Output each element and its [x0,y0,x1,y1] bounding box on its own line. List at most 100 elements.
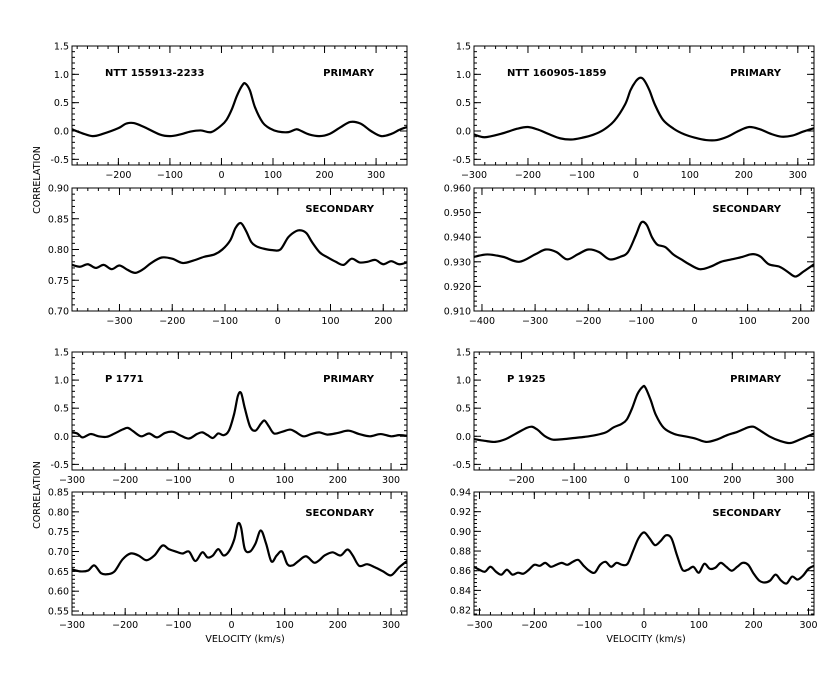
x-tick-label: −100 [165,620,191,631]
component-label: SECONDARY [305,508,374,519]
y-tick-label: 1.0 [456,376,471,387]
x-tick-label: 200 [723,475,741,486]
x-tick-label: 100 [321,316,339,327]
y-tick-label: 1.5 [456,348,471,359]
x-tick-label: −100 [628,316,654,327]
x-tick-label: −200 [521,620,547,631]
x-tick-label: −200 [508,475,534,486]
x-tick-label: 300 [799,620,817,631]
plot-frame [71,351,408,471]
object-label: NTT 155913-2233 [105,68,204,79]
correlation-curve [474,384,814,445]
correlation-curve [72,521,407,577]
plot-frame [473,187,815,312]
y-tick-label: 0.55 [48,607,69,618]
panel-6: −200 −100 0 100 200 300 -0.5 0.0 0.5 1.0 1.5 P 1925… [452,348,815,486]
component-label: SECONDARY [712,508,781,519]
x-tick-label: −300 [106,316,132,327]
x-tick-label: 200 [374,316,392,327]
y-tick-label: 0.0 [54,127,69,138]
x-tick-label: 0 [275,316,281,327]
y-tick-label: 0.940 [444,233,471,244]
x-tick-label: 100 [739,316,757,327]
y-axis-title-bottom: CORRELATION [32,461,43,529]
y-tick-label: -0.5 [452,460,471,471]
x-tick-label: 100 [276,475,294,486]
x-axis-title-left: VELOCITY (km/s) [205,634,284,645]
plot-frame [473,45,815,166]
correlation-curve [72,390,407,440]
x-tick-label: 300 [382,475,400,486]
panel-8: −300 −200 −100 0 100 200 300 0.82 0.84 0.86 0.88 0.… [450,488,818,632]
y-tick-label: 0.82 [450,606,471,617]
object-label: NTT 160905-1859 [507,68,606,79]
y-tick-label: -0.5 [50,460,69,471]
x-tick-label: 100 [276,620,294,631]
x-tick-label: 300 [382,620,400,631]
x-tick-label: −200 [112,620,138,631]
y-tick-label: 0.910 [444,307,471,318]
panel-3: −300 −200 −100 0 100 200 0.70 0.75 0.80 0.85 0.90 S… [48,184,408,327]
y-tick-label: 0.94 [450,488,471,499]
y-tick-label: -0.5 [452,155,471,166]
correlation-curve [72,82,407,138]
y-tick-label: 0.75 [48,276,69,287]
x-tick-label: −300 [461,170,487,181]
x-tick-label: −300 [522,316,548,327]
x-tick-label: 0 [624,475,630,486]
y-tick-label: 0.930 [444,257,471,268]
x-tick-label: 200 [329,620,347,631]
component-label: PRIMARY [730,374,782,385]
x-tick-label: 100 [264,170,282,181]
x-tick-label: −100 [576,620,602,631]
y-tick-label: 0.80 [48,507,69,518]
component-label: SECONDARY [305,204,374,215]
y-tick-label: 0.90 [450,527,471,538]
y-tick-label: 0.75 [48,527,69,538]
x-tick-label: −200 [159,316,185,327]
x-tick-label: −200 [515,170,541,181]
y-tick-label: 0.85 [48,214,69,225]
plot-frame [473,351,815,471]
x-tick-label: 0 [229,620,235,631]
plot-frame [71,491,408,616]
y-tick-label: 0.65 [48,567,69,578]
x-tick-label: 200 [745,620,763,631]
y-tick-label: 0.960 [444,184,471,195]
y-tick-label: 1.5 [456,42,471,53]
y-tick-label: 0.86 [450,566,471,577]
x-tick-label: 200 [315,170,333,181]
x-tick-label: −100 [165,475,191,486]
component-label: SECONDARY [712,204,781,215]
x-tick-label: −100 [561,475,587,486]
y-tick-label: 0.92 [450,507,471,518]
x-tick-label: 300 [776,475,794,486]
panel-2: −300 −200 −100 0 100 200 300 -0.5 0.0 0.5 1.0 1.5 NT… [452,42,815,181]
y-tick-label: 0.90 [48,184,69,195]
correlation-curve [474,531,814,585]
y-tick-label: 0.920 [444,282,471,293]
x-tick-label: 0 [691,316,697,327]
y-tick-label: 0.88 [450,547,471,558]
y-tick-label: 0.0 [54,432,69,443]
x-tick-label: 0 [641,620,647,631]
x-axis-title-right: VELOCITY (km/s) [606,634,685,645]
panel-5: −300 −200 −100 0 100 200 300 -0.5 0.0 0.5 1.0 1.5 P … [50,348,408,486]
x-tick-label: 0 [229,475,235,486]
correlation-curve [474,76,814,142]
object-label: P 1771 [105,374,144,385]
y-tick-label: -0.5 [50,155,69,166]
y-tick-label: 0.70 [48,307,69,318]
x-tick-label: 0 [633,170,639,181]
x-tick-label: 100 [690,620,708,631]
y-tick-label: 1.5 [54,42,69,53]
component-label: PRIMARY [323,68,375,79]
x-tick-label: −100 [569,170,595,181]
x-tick-label: 200 [792,316,810,327]
y-tick-label: 0.5 [456,404,471,415]
x-tick-label: −200 [112,475,138,486]
y-tick-label: 0.5 [456,98,471,109]
panel-1: −200 −100 0 100 200 300 -0.5 0.0 0.5 1.0 1.5 NTT 15… [50,42,408,181]
y-axis-title-top: CORRELATION [32,146,43,214]
